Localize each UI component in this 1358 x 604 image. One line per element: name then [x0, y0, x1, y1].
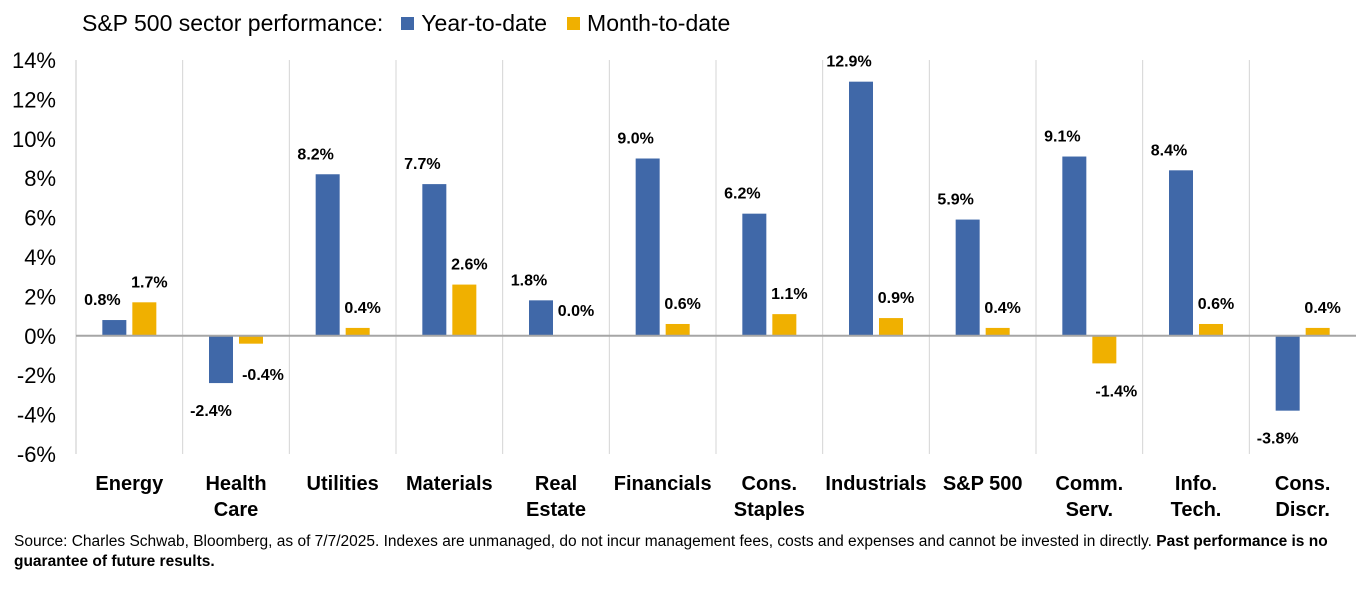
- bar-year-to-date: [529, 300, 553, 336]
- bar-month-to-date: [132, 302, 157, 336]
- bar-year-to-date: [635, 158, 660, 336]
- bar-month-to-date: [1092, 335, 1117, 364]
- bar-year-to-date: [315, 174, 340, 336]
- y-tick-label: 12%: [12, 87, 56, 112]
- x-category-label: Comm.: [1055, 473, 1123, 495]
- bar-year-to-date: [1275, 335, 1300, 411]
- bar-year-to-date: [1169, 170, 1193, 336]
- legend-swatch-ytd: [401, 16, 415, 30]
- data-label: 8.2%: [297, 146, 333, 163]
- x-category-label: Real: [535, 473, 577, 495]
- y-tick-label: 2%: [24, 284, 56, 309]
- bar-year-to-date: [209, 335, 233, 384]
- x-category-label: Financials: [614, 473, 712, 495]
- y-tick-label: 4%: [24, 245, 56, 270]
- data-label: 2.6%: [451, 257, 487, 274]
- data-label: 0.4%: [344, 300, 380, 317]
- x-category-label: Care: [214, 499, 258, 521]
- data-label: 0.6%: [1198, 296, 1234, 313]
- bar-month-to-date: [772, 314, 797, 336]
- bar-year-to-date: [955, 219, 980, 336]
- data-label: -2.4%: [190, 403, 232, 420]
- legend-item-ytd: Year-to-date: [401, 10, 547, 37]
- y-tick-label: 10%: [12, 127, 56, 152]
- data-label: 0.6%: [664, 296, 700, 313]
- bar-month-to-date: [1305, 327, 1330, 336]
- data-label: 1.1%: [771, 286, 807, 303]
- chart-footer: Source: Charles Schwab, Bloomberg, as of…: [14, 532, 1344, 572]
- data-label: 7.7%: [404, 156, 440, 173]
- x-category-label: Estate: [526, 499, 586, 521]
- y-tick-label: 0%: [24, 324, 56, 349]
- data-label: 0.8%: [84, 292, 120, 309]
- data-label: 5.9%: [937, 192, 973, 209]
- data-label: 1.7%: [131, 274, 167, 291]
- y-tick-label: -4%: [17, 403, 56, 428]
- legend-item-mtd: Month-to-date: [567, 10, 730, 37]
- data-label: 0.9%: [878, 290, 914, 307]
- data-label: 0.0%: [558, 303, 594, 320]
- chart-title: S&P 500 sector performance:: [82, 9, 384, 36]
- legend-label-mtd: Month-to-date: [587, 9, 731, 36]
- data-label: 0.4%: [1304, 300, 1340, 317]
- x-category-label: Utilities: [307, 473, 379, 495]
- x-category-label: Tech.: [1171, 499, 1222, 521]
- legend-swatch-mtd: [567, 16, 581, 30]
- bar-year-to-date: [1062, 156, 1087, 336]
- bar-month-to-date: [985, 327, 1010, 336]
- x-category-label: Industrials: [825, 473, 926, 495]
- bar-year-to-date: [742, 213, 767, 336]
- x-category-label: Discr.: [1275, 499, 1329, 521]
- data-label: 0.4%: [984, 300, 1020, 317]
- data-label: -1.4%: [1095, 383, 1137, 400]
- chart-legend: S&P 500 sector performance: Year-to-date…: [82, 8, 750, 38]
- y-tick-label: 6%: [24, 206, 56, 231]
- y-tick-label: -6%: [17, 442, 56, 467]
- x-category-label: Materials: [406, 473, 493, 495]
- x-category-label: Cons.: [742, 473, 798, 495]
- y-tick-label: 14%: [12, 48, 56, 73]
- bar-month-to-date: [665, 323, 690, 336]
- bar-year-to-date: [102, 320, 127, 336]
- bar-year-to-date: [849, 81, 873, 336]
- x-category-label: Serv.: [1066, 499, 1113, 521]
- data-label: 1.8%: [511, 272, 547, 289]
- y-tick-label: 8%: [24, 166, 56, 191]
- bar-year-to-date: [422, 184, 447, 336]
- data-label: 6.2%: [724, 186, 760, 203]
- data-label: 9.1%: [1044, 129, 1080, 146]
- y-tick-label: -2%: [17, 363, 56, 388]
- data-label: 9.0%: [617, 131, 653, 148]
- source-note: Source: Charles Schwab, Bloomberg, as of…: [14, 533, 1157, 550]
- data-label: 12.9%: [826, 54, 871, 71]
- x-category-label: Staples: [734, 499, 805, 521]
- legend-label-ytd: Year-to-date: [421, 9, 548, 36]
- bar-chart: 14% 12% 10% 8% 6% 4% 2% 0% -2% -4% -6% 0.8% -2.4% 8.2…: [12, 48, 1356, 521]
- x-category-label: Info.: [1175, 473, 1217, 495]
- x-category-label: Energy: [95, 473, 164, 495]
- x-category-label: Cons.: [1275, 473, 1331, 495]
- data-label: -3.8%: [1257, 431, 1299, 448]
- x-category-label: S&P 500: [943, 473, 1023, 495]
- data-label: -0.4%: [242, 367, 284, 384]
- bar-month-to-date: [239, 335, 263, 344]
- bar-month-to-date: [879, 318, 903, 336]
- bar-month-to-date: [1199, 323, 1223, 336]
- bar-month-to-date: [452, 284, 477, 336]
- bar-month-to-date: [345, 327, 370, 336]
- x-category-label: Health: [205, 473, 266, 495]
- disclaimer-note: Past performance is no guarantee of futu…: [14, 533, 1328, 570]
- data-label: 8.4%: [1151, 142, 1187, 159]
